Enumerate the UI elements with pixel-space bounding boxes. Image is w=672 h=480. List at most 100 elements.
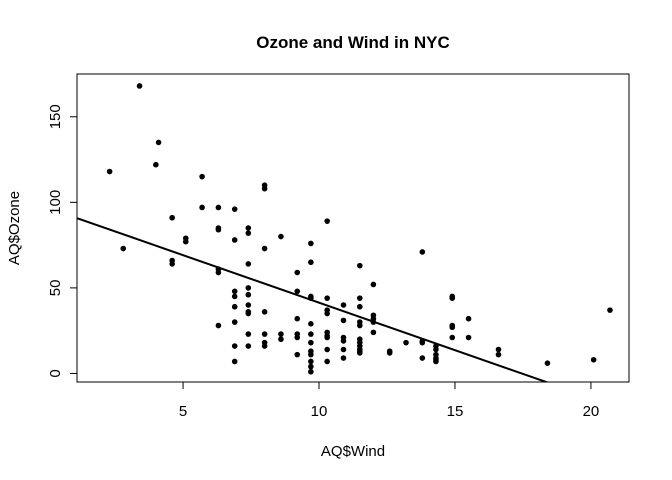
data-point xyxy=(607,307,613,313)
data-point xyxy=(308,358,314,365)
data-point xyxy=(215,269,222,276)
data-point xyxy=(324,310,330,317)
data-point xyxy=(308,321,314,327)
data-point xyxy=(370,329,377,336)
data-point xyxy=(465,315,472,322)
data-point xyxy=(449,334,456,341)
data-point xyxy=(324,346,330,353)
y-tick-label: 150 xyxy=(47,104,64,129)
data-point xyxy=(449,295,456,301)
data-point xyxy=(308,259,314,266)
data-point xyxy=(231,237,238,243)
data-point xyxy=(231,343,238,349)
data-point xyxy=(169,214,175,221)
data-point xyxy=(465,334,472,341)
data-point xyxy=(308,363,314,370)
data-point xyxy=(231,319,238,325)
data-point xyxy=(261,331,268,337)
data-point xyxy=(495,351,502,358)
data-point xyxy=(294,288,301,295)
data-point xyxy=(231,303,238,310)
data-point xyxy=(433,346,439,353)
y-tick-label: 100 xyxy=(47,190,64,215)
x-axis-label: AQ$Wind xyxy=(321,443,385,460)
data-point xyxy=(356,303,363,310)
data-point xyxy=(106,168,113,175)
data-point xyxy=(261,343,268,349)
x-axis: 5 10 15 20 xyxy=(179,381,600,420)
data-point xyxy=(340,346,347,353)
data-point xyxy=(215,204,222,211)
data-point xyxy=(155,139,162,146)
data-point xyxy=(278,336,284,343)
data-point xyxy=(324,295,330,301)
regression-line-group xyxy=(77,217,550,382)
data-point xyxy=(199,173,205,180)
data-point xyxy=(419,355,426,361)
data-point xyxy=(340,338,347,344)
data-point xyxy=(419,339,426,346)
data-point xyxy=(370,281,377,288)
data-point xyxy=(590,356,597,363)
data-point xyxy=(433,358,439,365)
data-point xyxy=(308,351,314,358)
data-point xyxy=(294,334,301,341)
data-point xyxy=(356,322,363,329)
data-point xyxy=(245,302,252,308)
y-axis: 0 50 100 150 xyxy=(47,104,78,378)
data-point xyxy=(261,185,268,192)
data-point xyxy=(356,262,363,269)
data-points xyxy=(106,83,613,375)
data-point xyxy=(215,322,222,329)
data-point xyxy=(169,261,175,267)
chart-title: Ozone and Wind in NYC xyxy=(256,33,449,52)
data-point xyxy=(308,368,314,375)
data-point xyxy=(324,218,330,224)
y-tick-label: 0 xyxy=(47,369,64,377)
data-point xyxy=(231,358,238,365)
data-point xyxy=(153,161,159,168)
data-point xyxy=(120,245,127,252)
x-tick-label: 5 xyxy=(179,403,187,420)
data-point xyxy=(294,269,301,276)
data-point xyxy=(245,285,252,291)
data-point xyxy=(419,249,426,255)
y-axis-label: AQ$Ozone xyxy=(6,191,23,265)
data-point xyxy=(245,331,252,337)
data-point xyxy=(245,291,252,298)
y-tick-label: 50 xyxy=(47,280,64,297)
data-point xyxy=(294,351,301,358)
data-point xyxy=(182,238,189,245)
x-tick-label: 10 xyxy=(311,403,328,420)
data-point xyxy=(403,339,409,346)
x-tick-label: 15 xyxy=(447,403,464,420)
data-point xyxy=(294,315,301,322)
data-point xyxy=(495,346,502,353)
data-point xyxy=(356,350,363,356)
data-point xyxy=(231,288,238,295)
data-point xyxy=(278,331,284,337)
data-point xyxy=(231,206,238,212)
data-point xyxy=(231,293,238,300)
data-point xyxy=(308,240,314,247)
data-point xyxy=(215,226,222,233)
data-point xyxy=(245,310,252,317)
data-point xyxy=(340,317,347,324)
data-point xyxy=(544,360,551,366)
data-point xyxy=(449,324,456,331)
data-point xyxy=(136,83,143,89)
data-point xyxy=(245,343,252,349)
data-point xyxy=(324,358,330,365)
data-point xyxy=(261,309,268,315)
data-point xyxy=(324,334,330,341)
data-point xyxy=(245,230,252,236)
data-point xyxy=(340,302,347,308)
data-point xyxy=(356,295,363,301)
data-point xyxy=(199,204,205,211)
data-point xyxy=(386,350,393,356)
data-point xyxy=(261,245,268,252)
plot-area-border xyxy=(76,73,630,383)
x-tick-label: 20 xyxy=(583,403,600,420)
data-point xyxy=(308,339,314,346)
